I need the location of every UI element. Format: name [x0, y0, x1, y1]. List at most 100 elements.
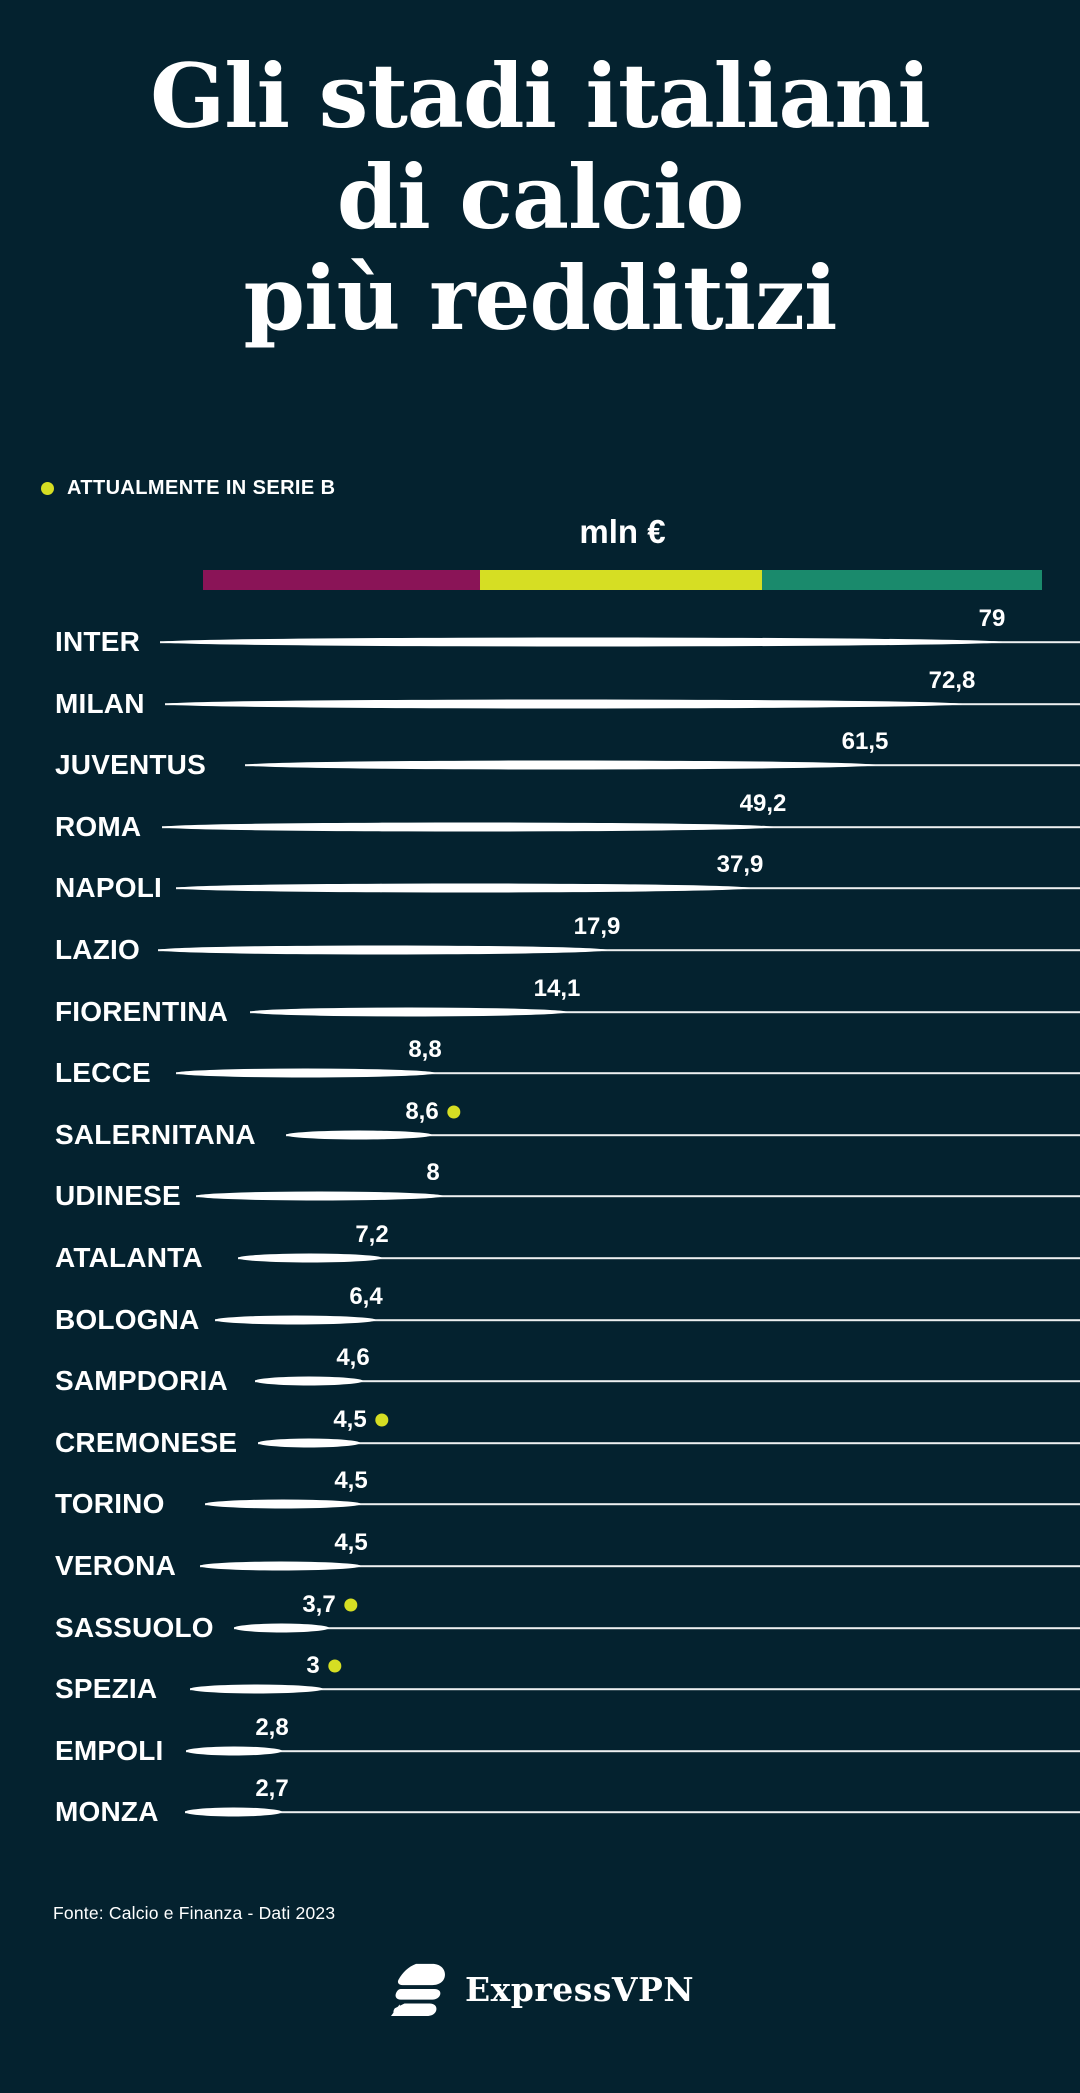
value-label: 3: [306, 1652, 342, 1680]
value-text: 4,6: [336, 1344, 370, 1371]
value-text: 49,2: [739, 790, 787, 817]
row-line-spindle: [160, 637, 1002, 647]
value-label: 8: [426, 1159, 439, 1187]
scale-segment-teal: [762, 570, 1042, 590]
value-text: 72,8: [928, 667, 976, 694]
row-line-spindle: [215, 1315, 376, 1325]
value-label: 17,9: [574, 913, 621, 941]
team-label: TORINO: [55, 1488, 165, 1519]
team-label: ROMA: [55, 811, 142, 842]
value-text: 7,2: [355, 1221, 389, 1248]
team-label: JUVENTUS: [55, 749, 206, 780]
value-text: 4,5: [333, 1406, 367, 1433]
chart-row: ATALANTA 7,2: [0, 1221, 1080, 1289]
chart-row: SAMPDORIA 4,6: [0, 1344, 1080, 1412]
row-line-spindle: [176, 883, 750, 893]
value-label: 4,5: [333, 1406, 389, 1434]
value-text: 14,1: [533, 975, 581, 1002]
legend-label: ATTUALMENTE IN SERIE B: [67, 477, 336, 499]
chart-row: TORINO 4,5: [0, 1467, 1080, 1535]
row-line: [200, 1565, 1080, 1567]
row-line-spindle: [165, 699, 962, 709]
chart-row: LAZIO 17,9: [0, 913, 1080, 981]
value-label: 6,4: [349, 1283, 382, 1311]
brand-footer: ExpressVPN: [0, 1962, 1080, 2016]
value-text: 3: [306, 1652, 320, 1679]
serie-b-legend: ATTUALMENTE IN SERIE B: [41, 477, 335, 500]
row-line-spindle: [196, 1191, 443, 1201]
value-label: 79: [979, 605, 1006, 633]
value-label: 4,6: [336, 1344, 369, 1372]
chart-row: UDINESE 8: [0, 1159, 1080, 1227]
team-label: SASSUOLO: [55, 1612, 214, 1643]
team-label: MONZA: [55, 1796, 159, 1827]
value-text: 2,8: [255, 1714, 289, 1741]
color-scale-bar: [203, 570, 1042, 590]
row-line-spindle: [190, 1684, 323, 1694]
source-note: Fonte: Calcio e Finanza - Dati 2023: [53, 1903, 336, 1923]
serie-b-dot-icon: [41, 482, 54, 495]
row-line-spindle: [176, 1068, 435, 1078]
team-label: SALERNITANA: [55, 1119, 256, 1150]
team-label: LAZIO: [55, 934, 140, 965]
value-label: 7,2: [355, 1221, 388, 1249]
value-text: 8: [426, 1159, 440, 1186]
value-text: 37,9: [716, 851, 764, 878]
page-title: Gli stadi italiani di calcio più redditi…: [0, 46, 1080, 349]
row-line-spindle: [245, 760, 875, 770]
scale-segment-purple: [203, 570, 480, 590]
row-line: [250, 1011, 1080, 1013]
chart-row: VERONA 4,5: [0, 1529, 1080, 1597]
team-label: UDINESE: [55, 1180, 181, 1211]
chart-row: JUVENTUS 61,5: [0, 728, 1080, 796]
value-text: 2,7: [255, 1775, 289, 1802]
row-line: [158, 949, 1080, 951]
serie-b-dot-icon: [447, 1105, 461, 1119]
serie-b-dot-icon: [344, 1598, 358, 1612]
row-line: [176, 1072, 1080, 1074]
value-label: 3,7: [302, 1591, 358, 1619]
row-line: [185, 1811, 1080, 1813]
brand-wordmark: ExpressVPN: [464, 1969, 695, 2009]
value-text: 6,4: [349, 1283, 383, 1310]
chart-row: CREMONESE 4,5: [0, 1406, 1080, 1474]
value-text: 8,8: [408, 1036, 442, 1063]
row-line-spindle: [186, 1746, 282, 1756]
chart-row: ROMA 49,2: [0, 790, 1080, 858]
value-text: 4,5: [334, 1467, 368, 1494]
value-label: 72,8: [929, 667, 976, 695]
title-line-3: più redditizi: [243, 246, 838, 350]
row-line: [258, 1442, 1080, 1444]
row-line-spindle: [158, 945, 607, 955]
value-text: 4,5: [334, 1529, 368, 1556]
team-label: FIORENTINA: [55, 996, 229, 1027]
team-label: CREMONESE: [55, 1427, 238, 1458]
team-label: MILAN: [55, 688, 145, 719]
chart-row: MONZA 2,7: [0, 1775, 1080, 1843]
value-text: 3,7: [302, 1591, 336, 1618]
chart-row: LECCE 8,8: [0, 1036, 1080, 1104]
row-line-spindle: [255, 1376, 363, 1386]
row-line-spindle: [185, 1807, 282, 1817]
row-line-spindle: [234, 1623, 329, 1633]
row-line-spindle: [258, 1438, 360, 1448]
row-line-spindle: [250, 1007, 567, 1017]
value-text: 8,6: [405, 1098, 439, 1125]
row-line: [255, 1380, 1080, 1382]
axis-unit-label: mln €: [579, 513, 666, 550]
serie-b-dot-icon: [328, 1659, 342, 1673]
team-label: BOLOGNA: [55, 1304, 200, 1335]
team-label: INTER: [55, 626, 140, 657]
value-label: 4,5: [334, 1467, 367, 1495]
row-line: [234, 1627, 1080, 1629]
chart-row: MILAN 72,8: [0, 667, 1080, 735]
chart-row: EMPOLI 2,8: [0, 1714, 1080, 1782]
title-line-2: di calcio: [336, 145, 744, 249]
team-label: SPEZIA: [55, 1673, 158, 1704]
value-text: 17,9: [573, 913, 621, 940]
row-line-spindle: [200, 1561, 361, 1571]
value-label: 49,2: [740, 790, 787, 818]
team-label: NAPOLI: [55, 872, 162, 903]
